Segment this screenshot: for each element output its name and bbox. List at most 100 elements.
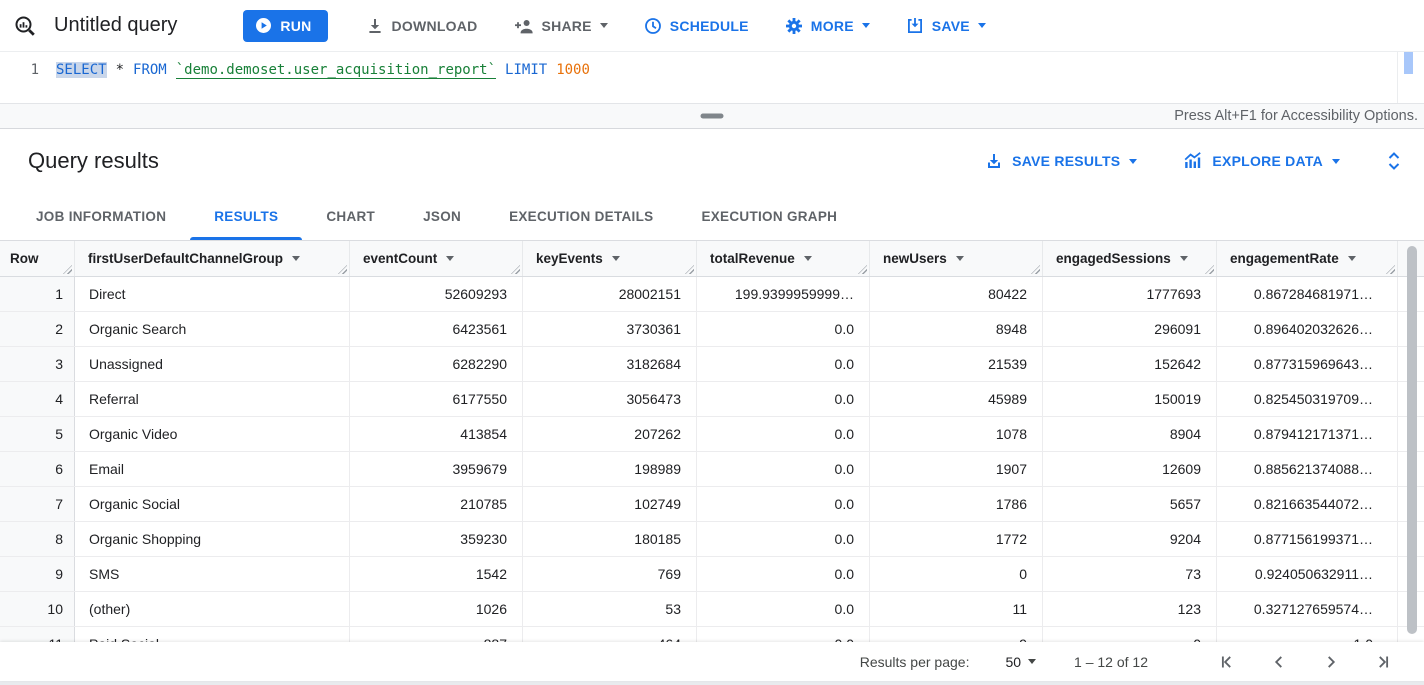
cell-engagedSessions: 1777693 (1043, 277, 1217, 311)
tab-job-information[interactable]: JOB INFORMATION (36, 209, 167, 224)
more-button[interactable]: MORE (785, 8, 870, 44)
share-button[interactable]: SHARE (514, 8, 608, 44)
cell-totalRevenue: 0.0 (697, 312, 870, 346)
cell-eventCount: 6282290 (350, 347, 523, 381)
panel-resize-handle[interactable] (700, 113, 724, 119)
query-results-header: Query results SAVE RESULTS (0, 129, 1424, 193)
last-page-icon (1372, 651, 1394, 673)
column-sort-caret-icon[interactable] (1179, 256, 1188, 261)
editor-scrollbar-track[interactable] (1397, 52, 1424, 103)
cell-keyEvents: 3182684 (523, 347, 697, 381)
cell-keyEvents: 769 (523, 557, 697, 591)
cell-Row: 2 (0, 312, 75, 346)
first-page-button[interactable] (1214, 649, 1240, 675)
tab-execution-details[interactable]: EXECUTION DETAILS (509, 209, 654, 224)
run-button[interactable]: RUN (243, 9, 328, 42)
save-results-button[interactable]: SAVE RESULTS (985, 143, 1138, 179)
cell-firstUserDefaultChannelGroup: Organic Social (75, 487, 350, 521)
column-sort-caret-icon[interactable] (1347, 256, 1356, 261)
table-scrollbar-thumb[interactable] (1407, 246, 1417, 634)
sql-editor[interactable]: 1 SELECT * FROM `demo.demoset.user_acquisit… (0, 52, 1424, 103)
column-resize-handle[interactable] (1386, 265, 1395, 274)
sql-token-table-ref: `demo.demoset.user_acquisition_report` (175, 62, 497, 79)
editor-scrollbar-thumb[interactable] (1404, 52, 1413, 74)
chevron-left-icon (1268, 651, 1290, 673)
column-sort-caret-icon[interactable] (446, 256, 455, 261)
table-row: 7 Organic Social 210785 102749 0.0 1786 5657 0.… (0, 487, 1424, 522)
column-header-Row[interactable]: Row (0, 241, 75, 276)
share-button-label: SHARE (541, 17, 592, 34)
cell-engagedSessions: 9204 (1043, 522, 1217, 556)
cell-keyEvents: 102749 (523, 487, 697, 521)
column-resize-handle[interactable] (685, 265, 694, 274)
column-header-label: totalRevenue (710, 251, 795, 266)
sql-token-keyword: LIMIT (505, 62, 548, 78)
cell-Row: 7 (0, 487, 75, 521)
column-resize-handle[interactable] (63, 265, 72, 274)
column-header-engagedSessions[interactable]: engagedSessions (1043, 241, 1217, 276)
explore-data-button[interactable]: EXPLORE DATA (1183, 143, 1340, 179)
column-header-newUsers[interactable]: newUsers (870, 241, 1043, 276)
column-resize-handle[interactable] (511, 265, 520, 274)
table-row: 3 Unassigned 6282290 3182684 0.0 21539 152642 0… (0, 347, 1424, 382)
editor-footer-strip: Press Alt+F1 for Accessibility Options. (0, 103, 1424, 129)
column-header-firstUserDefaultChannelGroup[interactable]: firstUserDefaultChannelGroup (75, 241, 350, 276)
last-page-button[interactable] (1370, 649, 1396, 675)
cell-engagedSessions: 12609 (1043, 452, 1217, 486)
cell-engagedSessions: 152642 (1043, 347, 1217, 381)
schedule-button[interactable]: SCHEDULE (644, 8, 749, 44)
column-sort-caret-icon[interactable] (803, 256, 812, 261)
column-header-totalRevenue[interactable]: totalRevenue (697, 241, 870, 276)
cell-engagedSessions: 123 (1043, 592, 1217, 626)
query-title[interactable]: Untitled query (54, 14, 178, 36)
sql-token-plain: * (115, 62, 125, 78)
cell-eventCount: 6177550 (350, 382, 523, 416)
accessibility-hint: Press Alt+F1 for Accessibility Options. (1174, 108, 1418, 124)
horizontal-scrollbar-track[interactable] (0, 681, 1424, 685)
cell-newUsers: 21539 (870, 347, 1043, 381)
expand-panel-button[interactable] (1386, 151, 1402, 171)
column-resize-handle[interactable] (1031, 265, 1040, 274)
table-row: 10 (other) 1026 53 0.0 11 123 0.327127659574… (0, 592, 1424, 627)
pagination-bar: Results per page: 50 1 – 12 of 12 (0, 642, 1424, 681)
cell-Row: 9 (0, 557, 75, 591)
cell-engagementRate: 0.825450319709… (1217, 382, 1398, 416)
chevron-down-icon (977, 23, 986, 28)
sql-code: SELECT * FROM `demo.demoset.user_acquisitio… (56, 60, 599, 81)
column-sort-caret-icon[interactable] (292, 256, 301, 261)
gear-icon (785, 17, 803, 35)
column-header-label: firstUserDefaultChannelGroup (88, 251, 284, 266)
cell-engagementRate: 0.924050632911… (1217, 557, 1398, 591)
column-sort-caret-icon[interactable] (611, 256, 620, 261)
previous-page-button[interactable] (1266, 649, 1292, 675)
column-resize-handle[interactable] (338, 265, 347, 274)
next-page-button[interactable] (1318, 649, 1344, 675)
column-sort-caret-icon[interactable] (955, 256, 964, 261)
sql-code-line[interactable]: 1 SELECT * FROM `demo.demoset.user_acquisit… (0, 60, 1394, 81)
cell-newUsers: 8948 (870, 312, 1043, 346)
tab-chart[interactable]: CHART (326, 209, 376, 224)
column-resize-handle[interactable] (1205, 265, 1214, 274)
table-body: 1 Direct 52609293 28002151 199.9399959999… 80… (0, 277, 1424, 642)
page-size-value: 50 (1005, 653, 1022, 670)
cell-keyEvents: 180185 (523, 522, 697, 556)
tab-json[interactable]: JSON (423, 209, 462, 224)
results-title: Query results (28, 148, 159, 173)
tab-execution-graph[interactable]: EXECUTION GRAPH (701, 209, 838, 224)
save-button[interactable]: SAVE (906, 8, 986, 44)
chevron-down-icon (1129, 158, 1138, 164)
download-button[interactable]: DOWNLOAD (366, 8, 478, 44)
chevron-right-icon (1320, 651, 1342, 673)
page-size-select[interactable]: 50 (1005, 653, 1037, 670)
column-header-eventCount[interactable]: eventCount (350, 241, 523, 276)
tab-results[interactable]: RESULTS (190, 193, 303, 240)
cell-totalRevenue: 0.0 (697, 347, 870, 381)
sql-token-keyword: FROM (133, 62, 167, 78)
column-resize-handle[interactable] (858, 265, 867, 274)
bigquery-query-icon (14, 15, 36, 37)
column-header-keyEvents[interactable]: keyEvents (523, 241, 697, 276)
cell-firstUserDefaultChannelGroup: Organic Shopping (75, 522, 350, 556)
table-row: 8 Organic Shopping 359230 180185 0.0 1772 9204… (0, 522, 1424, 557)
column-header-engagementRate[interactable]: engagementRate (1217, 241, 1398, 276)
cell-engagementRate: 0.867284681971… (1217, 277, 1398, 311)
